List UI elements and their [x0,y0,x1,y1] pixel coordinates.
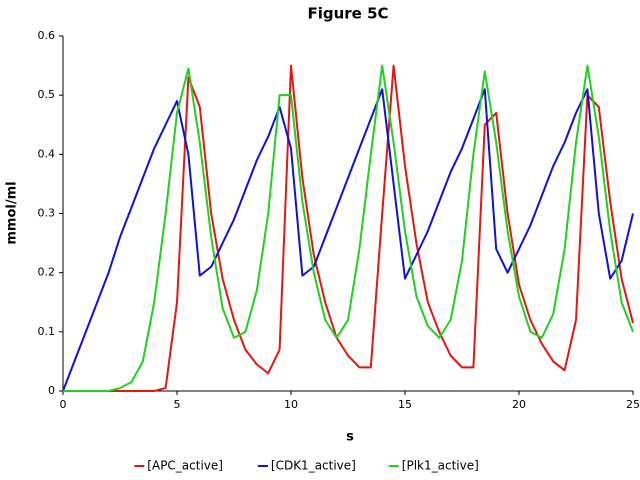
y-tick-label: 0 [48,384,55,397]
x-tick-label: 20 [512,398,526,411]
legend-label: [Plk1_active] [402,459,479,473]
x-tick-label: 10 [284,398,298,411]
y-tick-label: 0.6 [38,29,56,42]
legend-label: [CDK1_active] [271,459,356,473]
y-tick-label: 0.2 [38,266,56,279]
x-tick-label: 0 [60,398,67,411]
series-line [63,64,634,392]
y-tick-label: 0.5 [38,88,56,101]
x-tick-label: 25 [626,398,640,411]
y-axis-label: mmol/ml [5,181,20,244]
series-line [63,64,634,392]
x-tick-label: 5 [174,398,181,411]
legend-label: [APC_active] [147,459,223,473]
chart-title: Figure 5C [307,5,388,23]
x-axis-label: s [346,430,354,445]
y-tick-label: 0.3 [38,207,56,220]
y-tick-label: 0.1 [38,325,56,338]
x-tick-label: 15 [398,398,412,411]
series-line [62,88,634,392]
y-tick-label: 0.4 [38,147,56,160]
